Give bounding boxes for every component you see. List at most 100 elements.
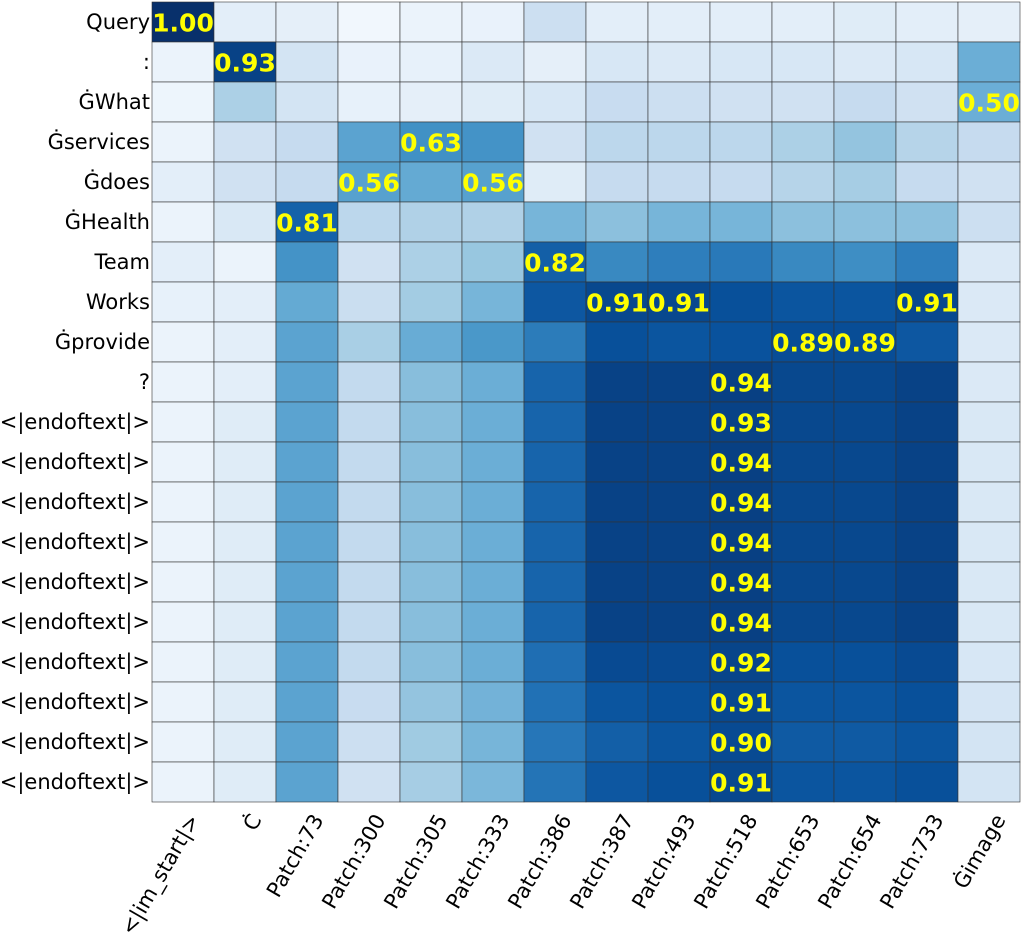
heatmap-cell xyxy=(213,241,277,283)
column-label: <|im_start|> xyxy=(116,810,205,932)
row-label: <|endoftext|> xyxy=(0,770,150,795)
heatmap-cell xyxy=(647,281,711,323)
heatmap-cell xyxy=(337,241,401,283)
heatmap-cell xyxy=(833,601,897,643)
row-label: ĠWhat xyxy=(79,89,150,114)
row-label: <|endoftext|> xyxy=(0,730,150,755)
heatmap-cell xyxy=(585,81,649,123)
heatmap-cell xyxy=(771,721,835,763)
heatmap-cell xyxy=(213,521,277,563)
heatmap-cell xyxy=(833,1,897,43)
heatmap-cell xyxy=(957,121,1021,163)
heatmap-cell xyxy=(771,241,835,283)
heatmap-cell xyxy=(771,161,835,203)
heatmap-cell xyxy=(461,41,525,83)
heatmap-cell xyxy=(647,161,711,203)
heatmap-cell xyxy=(461,641,525,683)
row-label: Query xyxy=(86,10,150,34)
heatmap-cell xyxy=(399,721,463,763)
heatmap-cell xyxy=(771,441,835,483)
heatmap-cell xyxy=(833,361,897,403)
heatmap-cell xyxy=(895,241,959,283)
heatmap-cell xyxy=(461,1,525,43)
heatmap-cell xyxy=(647,361,711,403)
heatmap-cell xyxy=(647,561,711,603)
heatmap-cell xyxy=(957,321,1021,363)
heatmap-cell xyxy=(833,241,897,283)
heatmap-cell xyxy=(771,561,835,603)
heatmap-cell xyxy=(275,281,339,323)
heatmap-cell xyxy=(461,161,525,203)
heatmap-cell xyxy=(337,681,401,723)
heatmap-cell xyxy=(337,561,401,603)
heatmap-cell xyxy=(151,201,215,243)
heatmap-cell xyxy=(461,481,525,523)
heatmap-cell xyxy=(151,361,215,403)
heatmap-cell xyxy=(337,441,401,483)
heatmap-cell xyxy=(647,41,711,83)
heatmap-cell xyxy=(833,481,897,523)
heatmap-cell xyxy=(213,481,277,523)
heatmap-cell xyxy=(523,481,587,523)
heatmap-cell xyxy=(895,321,959,363)
heatmap-cell xyxy=(461,281,525,323)
heatmap-cell xyxy=(337,641,401,683)
heatmap-cell xyxy=(709,441,773,483)
heatmap-cell xyxy=(399,561,463,603)
heatmap-cell xyxy=(461,521,525,563)
heatmap-cell xyxy=(771,401,835,443)
value-label: 0.91 xyxy=(710,769,772,798)
heatmap-cell xyxy=(275,121,339,163)
heatmap-cell xyxy=(461,561,525,603)
column-label: Patch:333 xyxy=(441,810,514,913)
heatmap-cell xyxy=(833,41,897,83)
heatmap-cell xyxy=(709,241,773,283)
heatmap-cell xyxy=(337,281,401,323)
value-label: 0.63 xyxy=(400,129,462,158)
heatmap-cell xyxy=(213,641,277,683)
heatmap-cell xyxy=(275,641,339,683)
heatmap-cell xyxy=(151,521,215,563)
heatmap-cell xyxy=(585,641,649,683)
heatmap-cell xyxy=(213,321,277,363)
heatmap-cell xyxy=(895,601,959,643)
heatmap-cell xyxy=(151,761,215,803)
heatmap-cell xyxy=(151,281,215,323)
heatmap-cell xyxy=(461,201,525,243)
heatmap-cell xyxy=(957,281,1021,323)
heatmap-cell xyxy=(585,121,649,163)
heatmap-cell xyxy=(523,601,587,643)
heatmap-cell xyxy=(275,81,339,123)
heatmap-cell xyxy=(709,601,773,643)
heatmap-cell xyxy=(895,161,959,203)
heatmap-cell xyxy=(461,401,525,443)
value-label: 0.91 xyxy=(648,289,710,318)
heatmap-cell xyxy=(337,121,401,163)
column-label: Patch:386 xyxy=(503,810,576,913)
heatmap-cell xyxy=(337,161,401,203)
heatmap-cell xyxy=(151,121,215,163)
column-label: Patch:653 xyxy=(751,810,824,913)
heatmap-cell xyxy=(337,1,401,43)
heatmap-cell xyxy=(399,201,463,243)
row-label: <|endoftext|> xyxy=(0,450,150,475)
heatmap-cell xyxy=(213,1,277,43)
heatmap-cell xyxy=(957,601,1021,643)
value-annotations: 1.000.930.500.630.56 0.560.810.820.91 0.91… xyxy=(152,9,1020,798)
heatmap-cell xyxy=(337,521,401,563)
value-label: 0.94 xyxy=(710,489,772,518)
heatmap-cell xyxy=(833,81,897,123)
heatmap-cell xyxy=(151,481,215,523)
heatmap-cell xyxy=(895,761,959,803)
heatmap-cell xyxy=(151,161,215,203)
heatmap-cell xyxy=(709,361,773,403)
heatmap-cell xyxy=(399,121,463,163)
heatmap-cell xyxy=(771,121,835,163)
row-label: <|endoftext|> xyxy=(0,530,150,555)
column-label: Ġimage xyxy=(948,810,1010,893)
heatmap-cell xyxy=(647,481,711,523)
heatmap-cell xyxy=(399,641,463,683)
column-label: Patch:493 xyxy=(627,810,700,913)
row-label: <|endoftext|> xyxy=(0,610,150,635)
